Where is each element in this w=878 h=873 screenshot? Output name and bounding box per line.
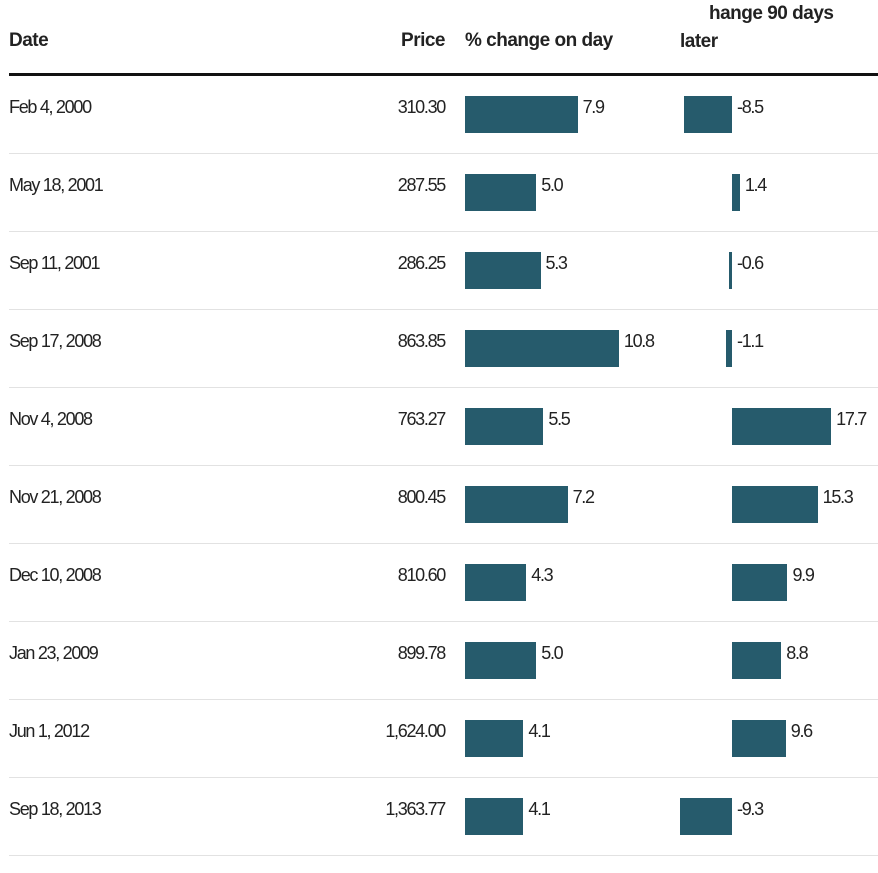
- row-date: Nov 4, 2008: [9, 409, 93, 429]
- bar-change-90-days-label: 9.6: [790, 721, 813, 741]
- row-price: 286.25: [397, 253, 447, 273]
- bar-change-day: [465, 408, 544, 445]
- row-date: Sep 11, 2001: [9, 253, 100, 273]
- row-date: Feb 4, 2000: [9, 97, 92, 117]
- header-change-90-days-line1: hange 90 days: [709, 3, 834, 24]
- header-price: Price: [401, 30, 445, 51]
- row-divider: [9, 855, 878, 856]
- bar-change-day: [465, 174, 537, 211]
- bar-change-day-label: 10.8: [623, 331, 655, 351]
- bar-change-90-days: [728, 252, 732, 289]
- row-price: 899.78: [397, 643, 447, 663]
- row-divider: [9, 153, 878, 154]
- bar-change-90-days: [732, 564, 788, 601]
- table-row: Sep 18, 2013 1,363.77 4.1 -9.3: [0, 778, 878, 856]
- row-divider: [9, 699, 878, 700]
- bar-change-90-days-label: 15.3: [822, 487, 854, 507]
- row-price: 763.27: [397, 409, 447, 429]
- row-price: 800.45: [397, 487, 447, 507]
- bar-change-day-label: 5.5: [548, 409, 570, 429]
- bar-change-day: [465, 486, 568, 523]
- table-row: Jan 23, 2009 899.78 5.0 8.8: [0, 622, 878, 700]
- row-price: 810.60: [397, 565, 447, 585]
- row-price: 310.30: [397, 97, 447, 117]
- bar-change-day-label: 4.1: [528, 721, 550, 741]
- table-row: Feb 4, 2000 310.30 7.9 -8.5: [0, 76, 878, 154]
- bar-change-day: [465, 330, 619, 367]
- bar-change-day-label: 7.2: [572, 487, 595, 507]
- row-date: Jan 23, 2009: [9, 643, 99, 663]
- bar-change-day: [465, 798, 524, 835]
- bar-change-day-label: 7.9: [582, 97, 605, 117]
- table-row: Sep 17, 2008 863.85 10.8 -1.1: [0, 310, 878, 388]
- bar-change-90-days-label: 9.9: [792, 565, 814, 585]
- row-date: Nov 21, 2008: [9, 487, 102, 507]
- table-row: Nov 21, 2008 800.45 7.2 15.3: [0, 466, 878, 544]
- bar-change-90-days-label: -9.3: [737, 799, 764, 819]
- bar-change-90-days: [732, 486, 818, 523]
- header-date: Date: [9, 30, 49, 51]
- bar-change-day-label: 4.3: [531, 565, 553, 585]
- row-divider: [9, 777, 878, 778]
- bar-change-90-days-label: -1.1: [737, 331, 764, 351]
- row-divider: [9, 387, 878, 388]
- row-date: Sep 17, 2008: [9, 331, 102, 351]
- bar-change-day: [465, 642, 537, 679]
- table-row: Jun 1, 2012 1,624.00 4.1 9.6: [0, 700, 878, 778]
- table-row: May 18, 2001 287.55 5.0 1.4: [0, 154, 878, 232]
- bar-change-90-days-label: 1.4: [744, 175, 767, 195]
- bar-change-day: [465, 252, 541, 289]
- bar-change-day: [465, 96, 578, 133]
- bar-change-90-days-label: 8.8: [786, 643, 808, 663]
- table-row: Sep 11, 2001 286.25 5.3 -0.6: [0, 232, 878, 310]
- row-date: May 18, 2001: [9, 175, 104, 195]
- bar-change-90-days: [684, 96, 732, 133]
- bar-change-day-label: 4.1: [528, 799, 550, 819]
- row-price: 287.55: [397, 175, 447, 195]
- header-change-on-day: % change on day: [465, 30, 613, 51]
- table-row: Nov 4, 2008 763.27 5.5 17.7: [0, 388, 878, 466]
- bar-change-day-label: 5.0: [541, 175, 563, 195]
- row-price: 1,624.00: [385, 721, 446, 741]
- row-date: Jun 1, 2012: [9, 721, 90, 741]
- row-divider: [9, 465, 878, 466]
- header-change-90-days-line2: later: [680, 31, 718, 52]
- bar-change-90-days-label: -0.6: [737, 253, 764, 273]
- bar-change-90-days-label: 17.7: [836, 409, 867, 429]
- row-price: 863.85: [397, 331, 447, 351]
- row-divider: [9, 309, 878, 310]
- row-price: 1,363.77: [385, 799, 446, 819]
- bar-change-90-days: [732, 642, 782, 679]
- bar-change-90-days: [679, 798, 732, 835]
- row-date: Sep 18, 2013: [9, 799, 102, 819]
- bar-change-day: [465, 564, 527, 601]
- bar-change-day-label: 5.3: [545, 253, 568, 273]
- bar-change-90-days: [732, 174, 740, 211]
- bar-change-90-days: [732, 408, 832, 445]
- bar-change-day: [465, 720, 524, 757]
- table-row: Dec 10, 2008 810.60 4.3 9.9: [0, 544, 878, 622]
- row-date: Dec 10, 2008: [9, 565, 102, 585]
- bar-change-90-days-label: -8.5: [737, 97, 764, 117]
- bar-change-90-days: [725, 330, 732, 367]
- row-divider: [9, 621, 878, 622]
- row-divider: [9, 543, 878, 544]
- header-rule: [9, 73, 878, 76]
- row-divider: [9, 231, 878, 232]
- bar-change-day-label: 5.0: [541, 643, 563, 663]
- bar-change-90-days: [732, 720, 786, 757]
